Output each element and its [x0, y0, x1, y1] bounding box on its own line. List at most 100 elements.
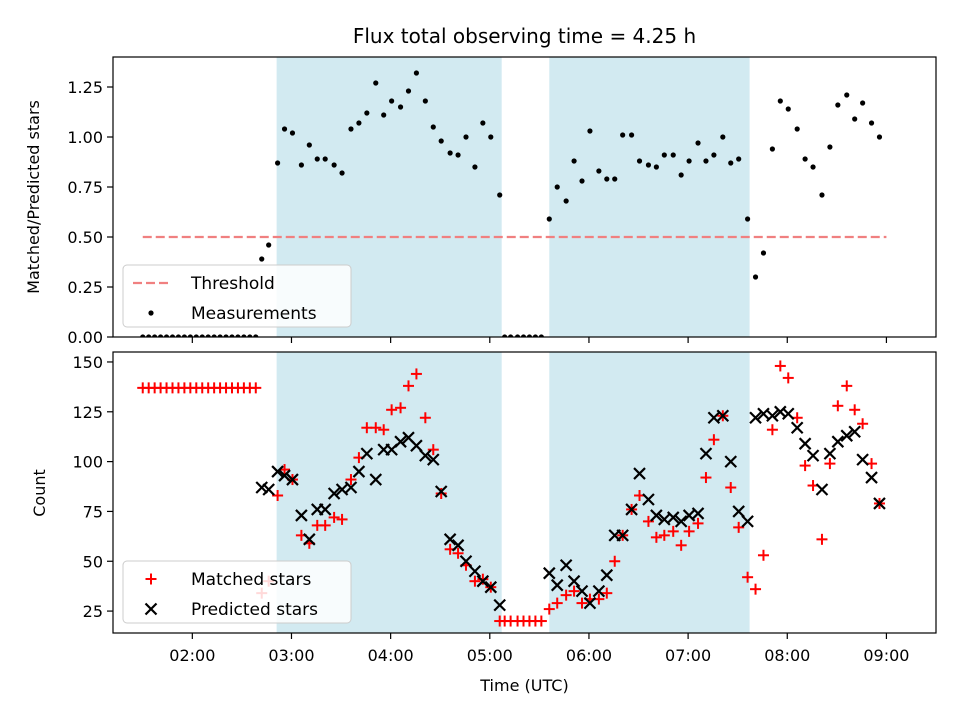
x-tick-label: 09:00: [863, 646, 909, 665]
matched-stars-point: [560, 589, 572, 601]
legend-matched-swatch: [145, 573, 157, 585]
predicted-stars-point: [583, 596, 597, 610]
predicted-stars-point: [741, 515, 754, 528]
matched-stars-point: [319, 519, 331, 531]
measurement-point: [266, 242, 272, 248]
measurement-point: [381, 112, 387, 118]
matched-stars-point: [601, 587, 613, 599]
measurement-point: [373, 80, 379, 86]
top-y-axis-label: Matched/Predicted stars: [24, 100, 43, 294]
x-b: [749, 411, 762, 425]
predicted-stars-point: [543, 566, 556, 580]
x-b: [707, 411, 721, 425]
matched-stars-point: [700, 472, 712, 484]
measurement-point: [769, 146, 775, 152]
predicted-stars-point: [831, 435, 845, 448]
predicted-stars-point: [451, 539, 465, 552]
matched-stars-point: [386, 404, 398, 416]
matched-stars-point: [832, 400, 844, 412]
measurement-point: [480, 120, 486, 126]
matched-stars-point: [543, 603, 555, 615]
measurement-point: [463, 134, 469, 140]
x-b: [790, 421, 804, 435]
predicted-stars-point: [278, 469, 291, 482]
predicted-stars-point: [567, 574, 581, 588]
x-tick-label: 07:00: [665, 646, 711, 665]
measurement-point: [868, 120, 875, 126]
x-b: [318, 503, 332, 516]
x-tick-label: 06:00: [566, 646, 612, 665]
measurement-point: [860, 100, 866, 106]
x-tick-label: 05:00: [467, 646, 513, 665]
measurement-point: [281, 126, 288, 132]
measurement-point: [514, 334, 521, 337]
measurement-point: [348, 126, 354, 132]
x-b: [831, 435, 845, 448]
measurement-point: [810, 164, 816, 170]
measurement-point: [686, 158, 692, 164]
x-b: [741, 515, 754, 528]
predicted-stars-point: [434, 485, 448, 498]
x-b: [451, 539, 465, 552]
matched-stars-point: [650, 531, 662, 543]
predicted-stars-point: [666, 511, 680, 524]
x-b: [303, 533, 316, 546]
measurement-point: [430, 124, 436, 130]
measurement-point: [520, 334, 527, 337]
measurement-point: [322, 156, 328, 162]
bottom-y-tick-label: 100: [72, 453, 103, 472]
predicted-stars-point: [724, 455, 738, 468]
x-b: [806, 449, 820, 462]
x-b: [459, 554, 473, 568]
measurement-point: [205, 334, 211, 337]
measurement-point: [695, 140, 701, 146]
x-tick-label: 03:00: [268, 646, 314, 665]
x-b: [271, 465, 284, 478]
matched-stars-point: [841, 380, 853, 392]
measurement-point: [223, 334, 229, 337]
measurement-point: [752, 274, 759, 280]
measurement-point: [397, 104, 404, 110]
predicted-stars-point: [360, 447, 374, 460]
measurement-point: [835, 102, 841, 108]
measurement-point: [546, 216, 552, 222]
measurement-point: [241, 334, 247, 337]
measurement-point: [472, 164, 478, 170]
measurement-point: [720, 134, 726, 140]
measurement-point: [389, 98, 395, 104]
matched-stars-point: [250, 382, 262, 394]
predicted-stars-point: [798, 437, 812, 450]
x-b: [426, 453, 440, 466]
x-b: [394, 435, 407, 448]
measurement-point: [604, 176, 610, 182]
measurement-point: [211, 334, 217, 337]
predicted-stars-point: [394, 435, 407, 448]
measurement-point: [455, 152, 461, 158]
measurement-point: [199, 334, 205, 337]
bottom-series-matched-stars: [137, 360, 885, 627]
legend-box: [122, 560, 352, 624]
x-b: [567, 574, 581, 588]
matched-stars-point: [535, 615, 547, 627]
predicted-stars-point: [255, 481, 269, 494]
measurement-point: [777, 98, 783, 104]
measurement-point: [438, 138, 444, 144]
matched-stars-point: [692, 517, 704, 529]
predicted-stars-point: [691, 507, 705, 520]
top-axes-frame: [112, 56, 937, 338]
predicted-stars-point: [592, 584, 606, 598]
matched-stars-point: [551, 597, 563, 609]
bottom-y-tick-label: 25: [83, 602, 103, 621]
bottom-y-tick-label: 125: [72, 403, 103, 422]
top-legend: Threshold Measurements: [122, 264, 352, 328]
matched-stars-point: [742, 571, 754, 583]
measurement-point: [247, 334, 253, 337]
predicted-stars-point: [633, 467, 646, 480]
measurement-point: [146, 334, 152, 337]
matched-stars-point: [675, 539, 687, 551]
predicted-stars-point: [716, 409, 730, 423]
legend-label: Threshold: [190, 274, 275, 294]
matched-stars-point: [774, 360, 786, 372]
matched-stars-point: [757, 549, 769, 561]
measurement-point: [331, 162, 337, 168]
